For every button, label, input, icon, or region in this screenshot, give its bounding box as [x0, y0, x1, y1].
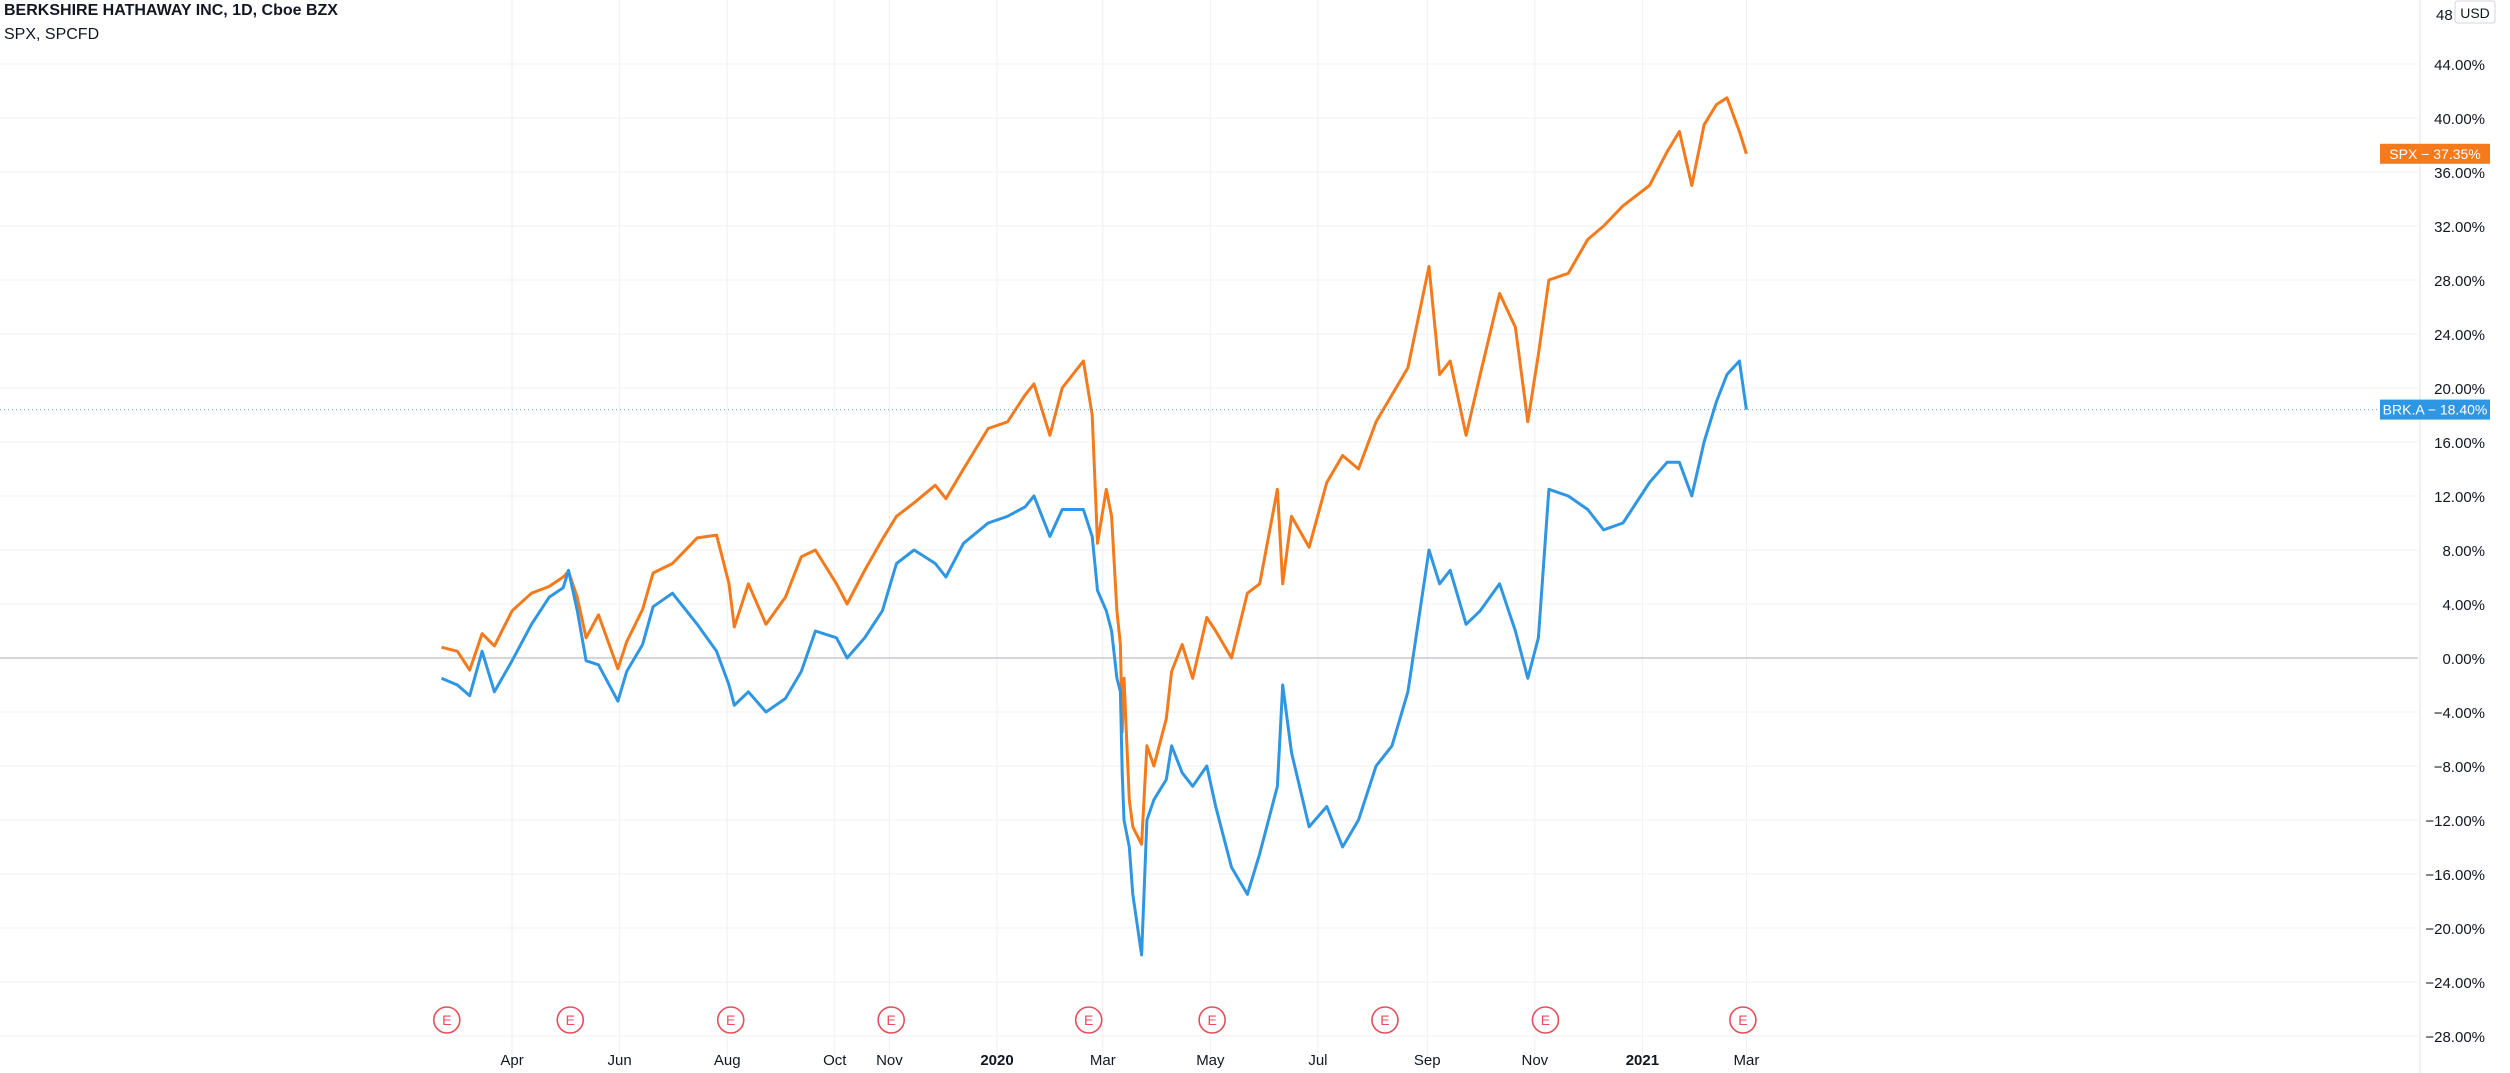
x-tick-label: Nov — [1521, 1052, 1548, 1069]
y-tick-label: 16.00% — [2434, 435, 2485, 452]
y-tick-label: 40.00% — [2434, 111, 2485, 128]
y-tick-label: 4.00% — [2442, 597, 2485, 614]
x-tick-label: Sep — [1414, 1052, 1441, 1069]
compare-symbols[interactable]: SPX, SPCFD — [4, 26, 100, 43]
price-scale[interactable]: 44.00% 40.00% 36.00% 32.00% 28.00% 24.00% 20.0… — [2419, 0, 2496, 1073]
last-value-label-spx: SPX − 37.35% — [2389, 146, 2480, 162]
x-tick-label: 2020 — [980, 1052, 1013, 1069]
y-tick-label: −20.00% — [2425, 921, 2485, 938]
earnings-marker[interactable]: E — [877, 1006, 905, 1034]
y-tick-label: 24.00% — [2434, 327, 2485, 344]
y-tick-label: −8.00% — [2434, 759, 2485, 776]
y-tick-label: 36.00% — [2434, 165, 2485, 182]
earnings-marker[interactable]: E — [1074, 1006, 1103, 1034]
x-tick-label: Mar — [1734, 1052, 1760, 1069]
x-tick-label: Aug — [714, 1052, 741, 1069]
earnings-marker[interactable]: E — [1371, 1006, 1399, 1034]
y-tick-label: −24.00% — [2425, 975, 2485, 992]
series-line-spx[interactable] — [441, 96, 1748, 846]
symbol-title[interactable]: BERKSHIRE HATHAWAY INC, 1D, Cboe BZX — [4, 2, 338, 19]
x-tick-label: Jul — [1308, 1052, 1327, 1069]
earnings-marker[interactable]: E — [1531, 1006, 1560, 1034]
earnings-marker[interactable]: E — [1198, 1006, 1226, 1034]
y-tick-label: 8.00% — [2442, 543, 2485, 560]
earnings-label: E — [726, 1012, 735, 1028]
y-tick-label: 32.00% — [2434, 219, 2485, 236]
earnings-marker[interactable]: E — [433, 1006, 461, 1034]
earnings-label: E — [566, 1012, 575, 1028]
earnings-label: E — [887, 1012, 896, 1028]
series-line-brk[interactable] — [440, 359, 1748, 957]
x-tick-label: Apr — [500, 1052, 523, 1069]
y-tick-label: 0.00% — [2442, 651, 2485, 668]
x-tick-label: Nov — [876, 1052, 903, 1069]
earnings-label: E — [1207, 1012, 1216, 1028]
earnings-marker[interactable]: E — [1729, 1006, 1757, 1034]
y-tick-label: 20.00% — [2434, 381, 2485, 398]
last-value-label-brk: BRK.A − 18.40% — [2383, 402, 2488, 418]
earnings-label: E — [1541, 1012, 1550, 1028]
last-value-badges: SPX − 37.35% BRK.A − 18.40% — [2380, 143, 2490, 420]
y-tick-label: 28.00% — [2434, 273, 2485, 290]
time-axis[interactable]: Apr Jun Aug Oct Nov 2020 Mar May Jul Sep Nov 2021 Ma… — [500, 1052, 1759, 1069]
series-layer — [0, 96, 2418, 957]
earnings-marker[interactable]: E — [556, 1006, 585, 1034]
y-tick-label: 44.00% — [2434, 57, 2485, 74]
currency-button[interactable] — [2454, 0, 2496, 24]
x-tick-label: Jun — [608, 1052, 632, 1069]
y-tick-label-partial: 48 — [2436, 7, 2453, 24]
earnings-marker[interactable]: E — [716, 1006, 745, 1034]
y-tick-label: −16.00% — [2425, 867, 2485, 884]
y-tick-label: 12.00% — [2434, 489, 2485, 506]
x-tick-label: Oct — [823, 1052, 847, 1069]
y-tick-label: −28.00% — [2425, 1029, 2485, 1046]
x-tick-label: May — [1196, 1052, 1225, 1069]
y-tick-label: −4.00% — [2434, 705, 2485, 722]
last-value-badge-spx — [2380, 143, 2490, 164]
x-tick-label: 2021 — [1626, 1052, 1659, 1069]
grid-layer — [0, 0, 2418, 1070]
y-tick-label: −12.00% — [2425, 813, 2485, 830]
earnings-label: E — [1084, 1012, 1093, 1028]
x-tick-label: Mar — [1090, 1052, 1116, 1069]
earnings-label: E — [1380, 1012, 1389, 1028]
currency-label: USD — [2460, 5, 2490, 21]
last-value-badge-brk — [2380, 399, 2490, 420]
earnings-label: E — [1738, 1012, 1747, 1028]
earnings-label: E — [442, 1012, 451, 1028]
